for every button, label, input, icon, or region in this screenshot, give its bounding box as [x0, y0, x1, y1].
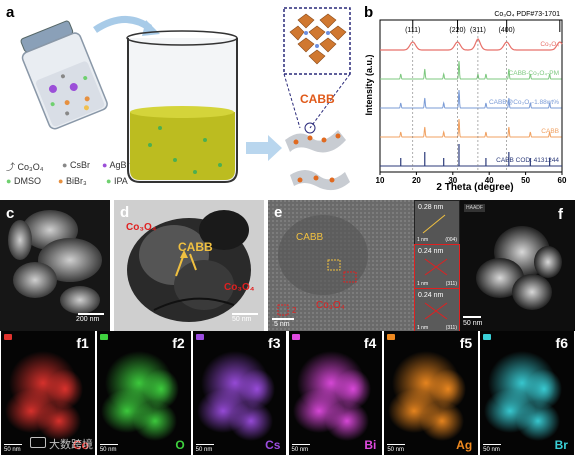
legend-ipa: ● IPA — [106, 176, 128, 186]
xrd-xtick-label: 60 — [558, 176, 567, 185]
eds-map-o: f2 50 nm O — [96, 331, 191, 455]
product-ribbon-icon — [285, 122, 350, 191]
eds-map-cs: f3 50 nm Cs — [192, 331, 287, 455]
panel-label-f1: f1 — [76, 335, 89, 351]
synthesis-schematic — [20, 7, 351, 191]
element-label-co: Co — [72, 438, 89, 452]
xrd-series-label: CABB COD: 4131244 — [496, 157, 559, 164]
xrd-xtick-label: 30 — [448, 176, 457, 185]
element-label-cs: Cs — [265, 438, 281, 452]
scale-f3: 50 nm — [195, 447, 213, 453]
eds-map-ag: f5 50 nm Ag — [384, 331, 479, 455]
eds-map-co: f1 50 nm Co — [1, 331, 95, 455]
vial-icon — [20, 20, 108, 130]
e-box-label: 2 — [292, 306, 297, 315]
process-arrow — [246, 135, 282, 161]
scale-c: 200 nm — [76, 316, 100, 323]
xrd-xlabel: 2 Theta (degree) — [436, 182, 514, 193]
fft-inset-1: 0.28 nm 1 nm (004) — [414, 200, 460, 245]
e-label-cabb: CABB — [296, 232, 324, 243]
panel-label-f2: f2 — [172, 335, 185, 351]
xrd-series-line — [380, 89, 562, 109]
legend-agbr: ● AgBr — [102, 160, 130, 170]
watermark: 大数跨境 — [30, 436, 93, 452]
scale-f4: 50 nm — [291, 447, 309, 453]
xrd-ref-top-label: Co₃O₄ PDF#73-1701 — [494, 11, 560, 18]
e-label-co3o4: Co₃O₄ — [316, 300, 345, 311]
panel-label-f6: f6 — [555, 335, 568, 351]
product-label: CABB — [300, 92, 335, 106]
sem-image-c — [0, 200, 110, 331]
legend-dmso: ● DMSO — [6, 176, 41, 186]
panel-label-d: d — [120, 204, 130, 221]
fft-inset-3: 0.24 nm 1 nm (311) — [414, 288, 460, 333]
panel-label-e: e — [274, 204, 283, 221]
scale-f2: 50 nm — [99, 447, 117, 453]
legend-bibr3: ● BiBr₃ — [58, 176, 87, 186]
beaker-icon — [126, 30, 238, 183]
xrd-series-label: CABB — [541, 128, 559, 135]
arrow-icon — [175, 250, 197, 277]
watermark-logo-icon — [30, 437, 46, 448]
panel-label-f3: f3 — [268, 335, 281, 351]
xrd-chart: 10 20 30 40 50 60 Co₃O₄ CABB-Co₃O₄-PM CABB@Co₃O₄… — [376, 11, 567, 185]
element-label-br: Br — [554, 438, 568, 452]
element-label-bi: Bi — [364, 438, 377, 452]
d-label-co3o4-bottom: Co₃O₄ — [224, 282, 255, 293]
xrd-series-line — [380, 38, 563, 51]
xrd-series-label: CABB@Co₃O₄-1.88wt% — [489, 99, 559, 106]
crystal-structure-icon — [283, 7, 351, 75]
xrd-xtick-label: 20 — [412, 176, 421, 185]
xrd-xtick-label: 10 — [376, 176, 385, 185]
xrd-ylabel: Intensity (a.u.) — [364, 54, 374, 116]
panel-label-f5: f5 — [459, 335, 473, 351]
element-label-ag: Ag — [456, 438, 473, 452]
d-label-cabb: CABB — [178, 240, 213, 254]
d-label-co3o4-top: Co₃O₄ — [126, 222, 157, 233]
eds-map-bi: f4 50 nm Bi — [288, 331, 383, 455]
scale-f1: 50 nm — [4, 447, 21, 453]
scale-d: 50 nm — [232, 316, 252, 323]
haadf-tag: HAADF — [464, 204, 485, 212]
xrd-series-label: CABB-Co₃O₄-PM — [509, 70, 559, 77]
eds-map-br: f6 50 nm Br — [480, 331, 574, 455]
xrd-peak-label: (311) — [470, 27, 486, 34]
panel-label-f: f — [558, 206, 563, 223]
pour-arrow — [93, 16, 153, 33]
tem-image-d — [114, 200, 264, 331]
fft-inset-2: 0.24 nm 1 nm (311) — [414, 244, 460, 289]
scale-f6: 50 nm — [483, 447, 500, 453]
hrtem-image-e — [268, 200, 414, 331]
panel-label-a: a — [6, 4, 15, 21]
xrd-series-line — [380, 118, 562, 138]
xrd-xtick-label: 50 — [521, 176, 530, 185]
xrd-series-line — [380, 60, 562, 80]
scale-f: 50 nm — [463, 320, 483, 327]
scale-f5: 50 nm — [387, 447, 405, 453]
scale-e: 5 nm — [274, 321, 290, 328]
legend-csbr: ● CsBr — [62, 160, 90, 170]
panel-label-c: c — [6, 205, 15, 222]
element-label-o: O — [175, 438, 185, 452]
xrd-xtick-label: 40 — [485, 176, 494, 185]
xrd-series-label: Co₃O₄ — [540, 41, 559, 48]
xrd-frame — [379, 19, 563, 173]
legend-co3o4: ⤴ Co₃O₄ — [6, 162, 44, 172]
panel-label-f4: f4 — [363, 335, 377, 351]
panel-label-b: b — [364, 4, 374, 21]
haadf-image-f — [460, 200, 575, 331]
